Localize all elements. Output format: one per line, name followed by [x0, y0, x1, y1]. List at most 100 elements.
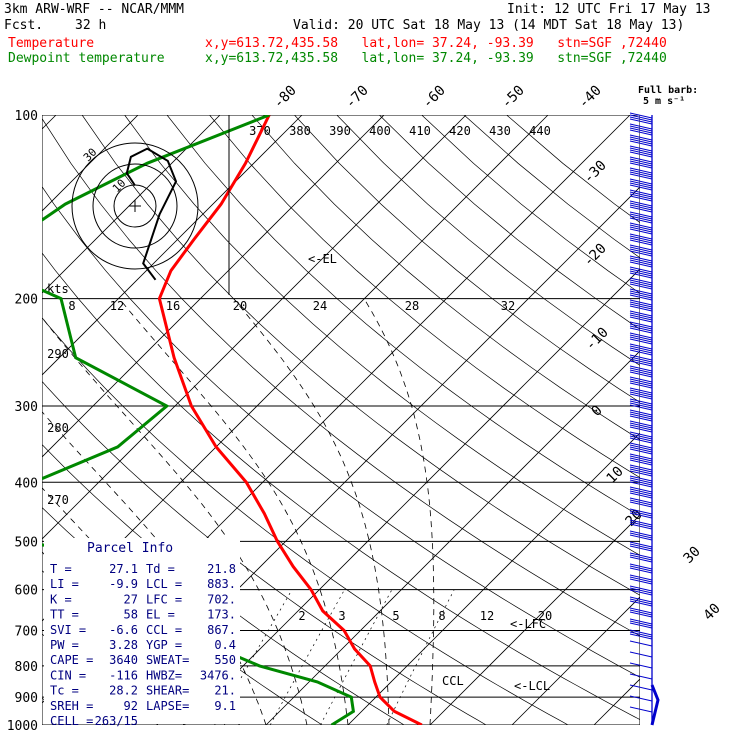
- wind-barb: [629, 464, 653, 471]
- temperature-tick-top: -50: [499, 83, 528, 112]
- wind-barb: [629, 459, 653, 466]
- wind-barb: [629, 162, 653, 169]
- wind-barb: [629, 400, 653, 407]
- wind-barb: [629, 217, 653, 224]
- temperature-tick-right: 30: [681, 544, 704, 567]
- wind-barb: [629, 534, 653, 541]
- wind-barb: [629, 211, 653, 218]
- wind-barb: [629, 235, 653, 242]
- parcel-label: YGP =: [146, 638, 182, 652]
- parcel-value: 867.: [207, 623, 236, 637]
- wind-barb: [629, 151, 653, 158]
- wind-barb: [629, 382, 653, 389]
- temperature-tick-right: -10: [583, 325, 612, 354]
- wind-barb: [629, 695, 653, 702]
- wind-barb: [629, 492, 653, 499]
- kts-label: kts: [47, 282, 69, 296]
- isotherm: [265, 350, 640, 725]
- parcel-label: HWBZ=: [146, 668, 182, 682]
- pressure-label: 200: [15, 293, 38, 308]
- parcel-label: CELL =: [50, 714, 93, 728]
- wind-barb: [629, 321, 653, 328]
- wind-barb: [629, 327, 653, 334]
- pressure-label: 100: [15, 109, 38, 124]
- wind-barb: [629, 402, 653, 409]
- mixing-ratio-label: 24: [313, 299, 327, 313]
- pressure-label: 500: [15, 535, 38, 550]
- wind-barb: [629, 442, 653, 449]
- wind-barb: [629, 422, 653, 429]
- parcel-value: 9.1: [214, 699, 236, 713]
- wind-barb: [629, 310, 653, 317]
- theta-label: 390: [329, 124, 351, 138]
- wind-barb: [629, 567, 653, 574]
- wind-barb: [629, 314, 653, 321]
- wind-barb: [629, 237, 653, 244]
- wind-barb: [629, 213, 653, 220]
- parcel-label: K =: [50, 592, 72, 606]
- wind-barb: [629, 457, 653, 464]
- wind-barb: [629, 426, 653, 433]
- wind-barb: [629, 640, 653, 647]
- ccl-marker: CCL: [442, 674, 464, 688]
- parcel-label: LCL =: [146, 577, 182, 591]
- wind-barb: [629, 486, 653, 493]
- wind-barb: [629, 167, 653, 174]
- wind-barb: [629, 116, 653, 123]
- wind-barb: [629, 114, 653, 121]
- wind-barb: [629, 301, 653, 308]
- mixing-ratio-label: 32: [501, 299, 515, 313]
- wind-barb: [629, 343, 653, 350]
- wind-barb: [629, 596, 653, 603]
- wind-barb: [629, 178, 653, 185]
- wind-barb: [629, 479, 653, 486]
- wind-barb: [629, 466, 653, 473]
- wind-barb: [629, 129, 653, 136]
- parcel-label: SREH =: [50, 699, 93, 713]
- moist-adiabat: [42, 316, 308, 725]
- wind-barb-low: [650, 684, 660, 726]
- barb-legend-title: Full barb:: [638, 85, 698, 96]
- mixing-ratio-label: 5: [392, 609, 399, 623]
- pressure-label: 400: [15, 476, 38, 491]
- wind-barb: [629, 312, 653, 319]
- wind-barb: [629, 424, 653, 431]
- moist-adiabat: [233, 298, 390, 725]
- parcel-value: 883.: [207, 577, 236, 591]
- wind-barb: [629, 468, 653, 475]
- parcel-value: 550: [214, 653, 236, 667]
- wind-barb: [629, 138, 653, 145]
- wind-barb: [629, 215, 653, 222]
- wind-barb: [629, 283, 653, 290]
- wind-barb: [629, 255, 653, 262]
- parcel-title: Parcel Info: [87, 541, 173, 556]
- mixing-ratio-label: 20: [233, 299, 247, 313]
- parcel-label: CCL =: [146, 623, 182, 637]
- temperature-tick-top: -40: [576, 83, 605, 112]
- temperature-location: x,y=613.72,435.58 lat,lon= 37.24, -93.39…: [205, 36, 667, 51]
- wind-barb: [629, 200, 653, 207]
- barb-legend-units: 5 m s⁻¹: [643, 96, 685, 107]
- parcel-value: 3640: [109, 653, 138, 667]
- parcel-label: SVI =: [50, 623, 86, 637]
- dry-adiabat: [251, 115, 640, 441]
- mixing-ratio-line: [214, 589, 293, 725]
- wind-barb: [629, 182, 653, 189]
- wind-barb: [629, 574, 653, 581]
- wind-barb: [629, 345, 653, 352]
- valid-time: Valid: 20 UTC Sat 18 May 13 (14 MDT Sat …: [293, 18, 685, 33]
- wind-barb: [629, 356, 653, 363]
- wind-barb: [629, 149, 653, 156]
- wind-barb: [629, 180, 653, 187]
- dry-adiabat: [42, 380, 487, 725]
- forecast-label: Fcst.: [4, 18, 44, 33]
- temperature-tick-right: -30: [581, 158, 610, 187]
- wind-barb: [629, 376, 653, 383]
- dry-adiabat: [506, 115, 640, 224]
- wind-barb: [629, 541, 653, 548]
- mixing-ratio-label: 8: [68, 299, 75, 313]
- wind-barb: [629, 266, 653, 273]
- pressure-label: 900: [15, 691, 38, 706]
- wind-barb: [629, 490, 653, 497]
